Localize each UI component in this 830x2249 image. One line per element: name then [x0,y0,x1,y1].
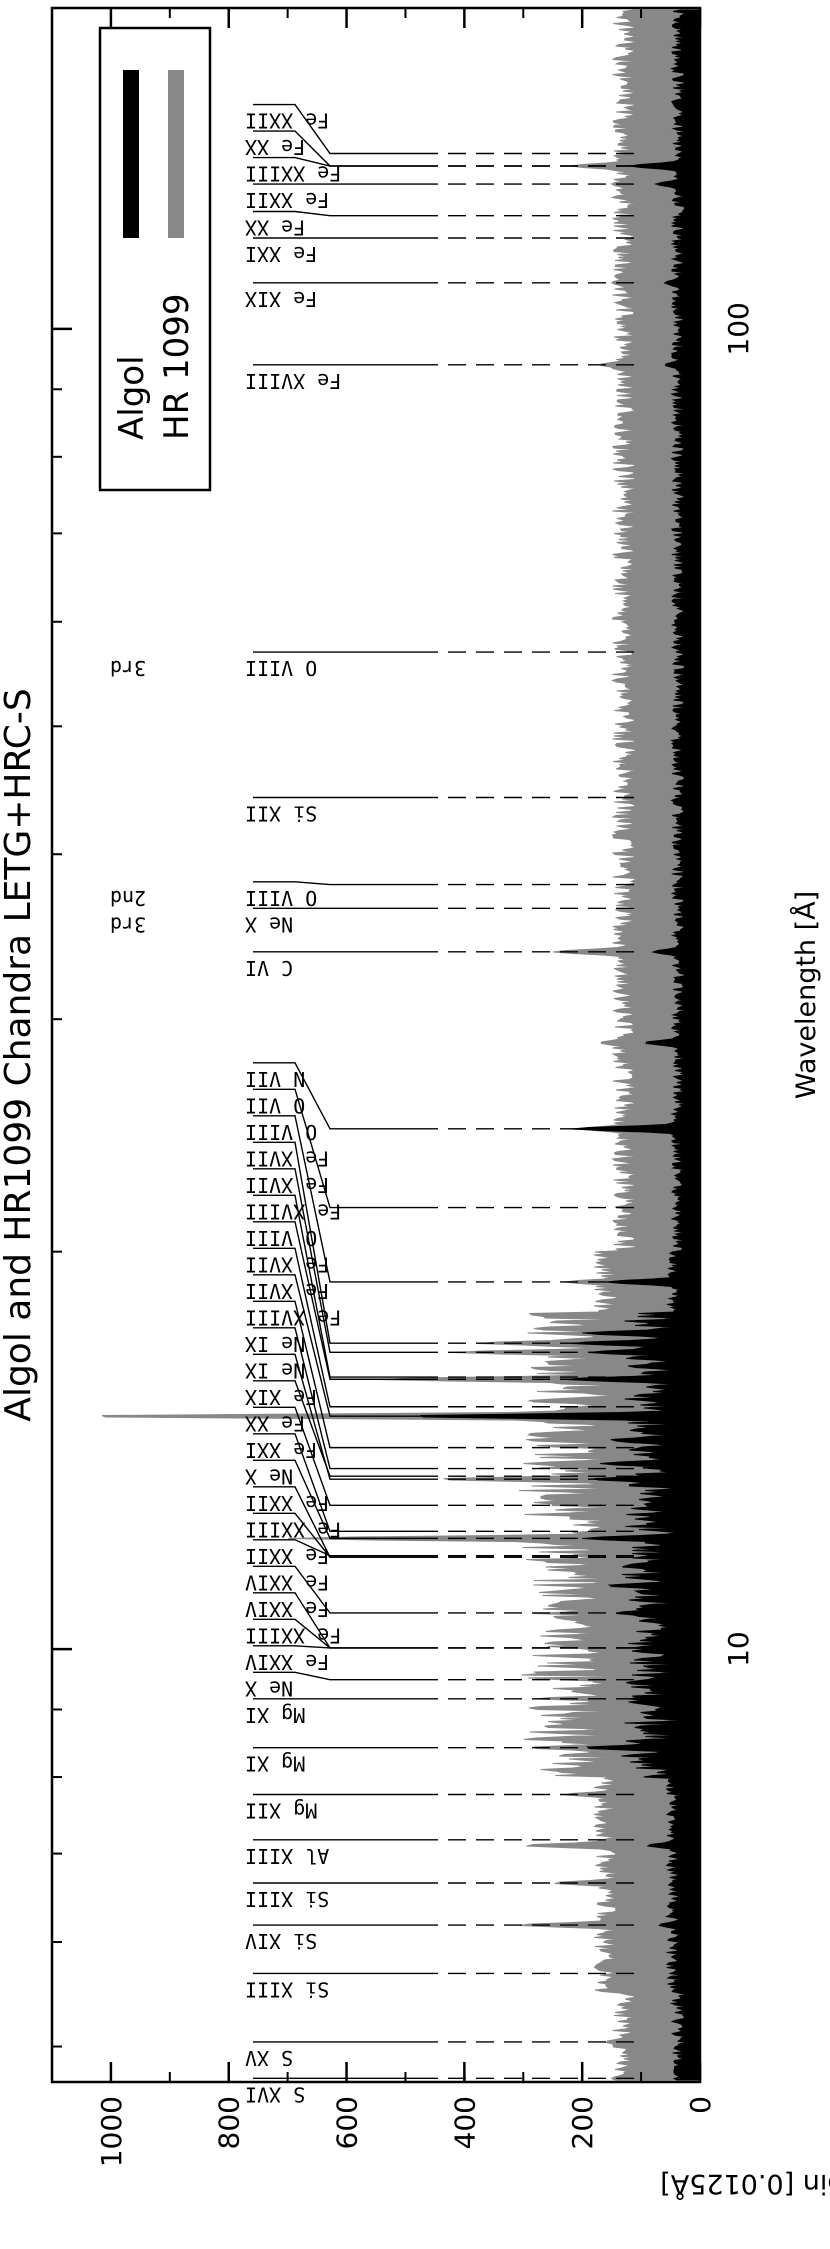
x-axis-label: Wavelength [Å] [790,891,822,1099]
annotation-fe-xxii-14-leader [253,1539,420,1557]
annotation-o-viii-37-note: 3rd [110,656,146,680]
chart-title: Algol and HR1099 Chandra LETG+HRC-S [0,688,39,1421]
annotation-fe-xvii-25-leader [253,1247,420,1408]
annotation-fe-xxi-18-label: Fe XXI [245,1438,317,1462]
annotation-fe-xx-19-label: Fe XX [245,1411,305,1435]
annotation-fe-xx-44-leader [253,130,420,167]
legend-swatch-algol [123,70,139,238]
legend-box [98,26,212,492]
spectrum-series-algol [420,9,701,2081]
annotation-fe-xxii-16-leader [253,1486,420,1558]
annotation-c-vi-33-label: C VI [245,956,293,980]
annotation-fe-xx-19-leader [253,1406,420,1507]
annotation-o-vii-31-label: O VII [245,1093,305,1117]
y-tick-label-600: 600 [331,2096,364,2149]
y-tick-label-200: 200 [566,2096,599,2149]
annotation-fe-xxii-45-label: Fe XXII [245,109,329,133]
annotation-o-vii-31-leader [253,1088,420,1209]
legend-label-algol: Algol [112,355,152,440]
annotation-si-xiv-3-label: Si XIV [245,1929,317,1953]
y-tick-label-1000: 1000 [95,2096,128,2167]
annotation-n-vii-32-leader [253,1062,420,1130]
annotation-fe-xvii-28-label: Fe XVII [245,1173,329,1197]
annotation-o-viii-35-note: 2nd [110,886,146,910]
annotation-fe-xx-44-label: Fe XX [245,135,305,159]
plot-border [50,6,702,2084]
legend-swatch-hr1099 [168,70,184,238]
annotation-fe-xxii-16-label: Fe XXII [245,1491,329,1515]
annotation-o-viii-30-leader [253,1115,420,1283]
annotation-o-viii-35-leader [253,881,420,886]
annotation-o-viii-35-label: O VIII [245,886,317,910]
annotation-fe-xvii-28-leader [253,1168,420,1354]
spectrum-layer [101,9,701,2081]
annotation-fe-xix-20-leader [253,1380,420,1477]
annotation-al-xiii-5-label: Al XIII [245,1844,329,1868]
annotation-fe-xxiv-10-label: Fe XXIV [245,1650,329,1674]
annotation-ne-ix-21-leader [253,1353,420,1480]
y-tick-label-400: 400 [448,2096,481,2149]
annotation-fe-xxi-18-leader [253,1433,420,1533]
annotation-fe-xx-41-leader [253,210,420,217]
annotation-fe-xxii-14-label: Fe XXII [245,1544,329,1568]
annotation-si-xii-36-label: Si XII [245,802,317,826]
annotation-o-viii-37-label: O VIII [245,656,317,680]
annotation-mg-xii-6-label: Mg XII [245,1799,317,1823]
annotation-fe-xxiv-12-leader [253,1592,420,1649]
annotation-n-vii-32-label: N VII [245,1067,305,1091]
annotation-o-viii-30-label: O VIII [245,1120,317,1144]
annotation-fe-xvii-29-label: Fe XVII [245,1146,329,1170]
annotation-fe-xxii-45-leader [253,103,420,155]
annotation-ne-ix-22-label: Ne IX [245,1332,305,1356]
spectrum-series-hr1099 [101,9,701,2081]
annotation-fe-xviii-23-leader [253,1300,420,1449]
x-tick-label-100: 100 [722,302,755,355]
annotation-fe-xxiv-12-label: Fe XXIV [245,1597,329,1621]
x-tick-label-10: 10 [722,1631,755,1667]
annotation-fe-xxi-40-label: Fe XXI [245,242,317,266]
annotation-mg-xi-7-label: Mg XI [245,1752,305,1776]
annotation-ne-ix-21-label: Ne IX [245,1358,305,1382]
plot-frame [50,6,702,2084]
annotation-ne-x-34-label: Ne X [245,912,293,936]
annotation-s-xvi-0-label: S XVI [245,2082,305,2106]
annotation-ne-x-9-leader [253,1671,420,1681]
annotation-fe-xviii-38-label: Fe XVIII [245,369,341,393]
y-axis-label: count/bin [0.0125Å] [660,2168,830,2200]
line-annotations: S XVI S XV Si XIII Si XIV Si XIII Al XIII Mg X… [110,103,640,2106]
annotation-fe-xviii-27-leader [253,1194,420,1378]
annotation-fe-xvii-24-leader [253,1274,420,1417]
y-tick-label-800: 800 [213,2096,246,2149]
annotation-fe-xix-39-label: Fe XIX [245,287,317,311]
annotation-ne-x-34-note: 3rd [110,912,146,936]
y-tick-label-0: 0 [684,2096,717,2114]
annotation-si-xiii-4-label: Si XIII [245,1887,329,1911]
annotation-ne-x-17-leader [253,1459,420,1540]
annotation-fe-xxiv-13-leader [253,1565,420,1614]
annotation-fe-xxiv-13-label: Fe XXIV [245,1570,329,1594]
annotation-ne-x-17-label: Ne X [245,1464,293,1488]
annotation-fe-xviii-27-label: Fe XVIII [245,1199,341,1223]
annotation-ne-x-9-label: Ne X [245,1676,293,1700]
annotation-fe-xxii-42-label: Fe XXII [245,188,329,212]
annotation-mg-xi-8-label: Mg XI [245,1703,305,1727]
annotation-s-xv-1-label: S XV [245,2046,293,2070]
annotation-ne-ix-22-leader [253,1327,420,1470]
annotation-o-viii-26-leader [253,1221,420,1380]
annotation-fe-xvii-29-leader [253,1141,420,1344]
legend-label-hr1099: HR 1099 [157,293,197,440]
legend: Algol HR 1099 [98,26,212,492]
annotation-fe-xx-41-label: Fe XX [245,216,305,240]
annotation-si-xiii-2-label: Si XIII [245,1977,329,2001]
